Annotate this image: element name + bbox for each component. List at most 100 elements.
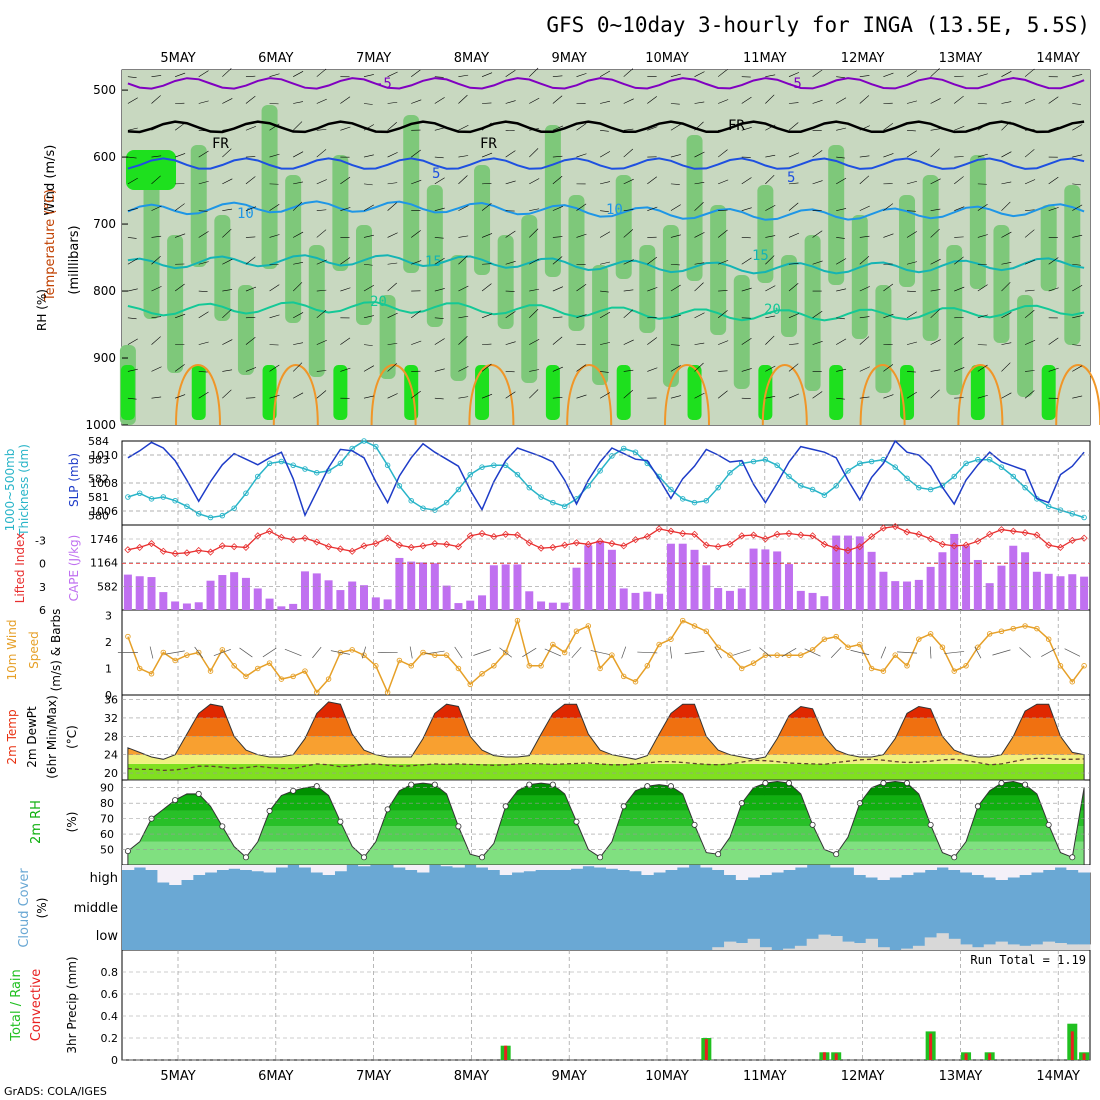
wind-barb <box>930 289 941 292</box>
wind-barb <box>694 71 705 77</box>
cloud-high-gap <box>476 865 489 868</box>
rh-point <box>195 790 202 797</box>
wind-barb <box>269 73 280 77</box>
wind10-point <box>526 663 533 669</box>
wind-barb <box>812 99 823 104</box>
ylabel-slp: SLP (mb) <box>67 453 81 507</box>
li-point <box>1056 543 1065 551</box>
wind-barb <box>127 127 138 131</box>
wind-barb <box>552 75 563 77</box>
cloud-low-gap <box>735 943 749 950</box>
thickness-point <box>561 503 568 510</box>
wind-barb <box>954 156 964 158</box>
thickness-point <box>703 497 710 504</box>
ylabel-10m-wind: 10m Wind <box>5 620 19 681</box>
wind-barb <box>717 149 728 158</box>
li-point <box>620 542 628 550</box>
cloud-high-gap <box>641 865 654 875</box>
thickness-point <box>798 483 804 489</box>
li-point <box>844 546 852 555</box>
isotherm-25-lobe <box>468 364 515 426</box>
contour-label: 5 <box>432 166 440 182</box>
precip-tick-label: 0.6 <box>101 988 119 1001</box>
wind-barb <box>765 255 775 265</box>
rh-blob <box>686 135 703 281</box>
precip-convective-bar <box>964 1053 968 1060</box>
wind10-barb <box>312 646 322 659</box>
x-tick-label-top: 11MAY <box>743 51 787 66</box>
rh-line <box>127 780 1085 866</box>
wind10-point <box>632 678 639 685</box>
cloud-high-gap <box>665 865 678 870</box>
wind-barb <box>245 75 256 77</box>
rh-point <box>904 780 911 787</box>
thickness-point <box>975 456 981 463</box>
wind-barb <box>1072 263 1081 266</box>
wind-barb <box>576 123 587 131</box>
cloud-high-gap <box>546 865 560 870</box>
li-point <box>1080 534 1088 542</box>
cape-bar <box>1068 574 1077 610</box>
wind10-barb <box>473 649 491 656</box>
rh-blob <box>190 145 207 267</box>
wind-barb <box>670 263 680 266</box>
isotherm-25-lobe <box>761 364 808 426</box>
ylabel-2m-temp: 2m Temp <box>5 709 19 764</box>
rh-blob <box>1040 205 1057 291</box>
rh-blob <box>237 285 254 375</box>
x-tick-label-bottom: 6MAY <box>258 1069 293 1084</box>
rh-point <box>242 854 249 861</box>
wind-barb <box>930 309 940 319</box>
wind-barb <box>694 362 704 372</box>
wind-barb <box>363 74 374 77</box>
contour-label: 10 <box>237 206 254 222</box>
wind-barb <box>292 121 303 131</box>
pressure-tick-label: 600 <box>93 150 116 164</box>
x-tick-label-top: 5MAY <box>160 51 195 66</box>
wind-barb <box>812 260 823 265</box>
wind10-point <box>1069 678 1076 685</box>
rh-high-blob <box>970 365 985 420</box>
rh-high-blob <box>191 365 206 420</box>
wind-barb <box>387 393 398 399</box>
li-point <box>348 547 356 555</box>
li-point <box>773 530 781 538</box>
wind-barb <box>458 396 469 399</box>
cape-bar <box>1044 573 1053 610</box>
thickness-point <box>1057 507 1064 513</box>
wind-barb <box>694 181 705 185</box>
li-point <box>230 543 238 551</box>
wind-barb <box>859 336 870 345</box>
wind-barb <box>836 237 845 239</box>
thickness-point <box>455 486 462 493</box>
wind-barb <box>765 124 776 131</box>
wind-barb <box>222 289 233 292</box>
ylabel-2m-rh: 2m RH <box>29 800 44 844</box>
cloud-low-gap <box>1030 944 1044 950</box>
cloud-high-gap <box>216 865 229 870</box>
li-point <box>726 540 734 548</box>
thickness-point <box>337 460 344 467</box>
thickness-point <box>207 514 214 521</box>
cloud-high-gap <box>960 865 973 873</box>
wind-barb <box>293 101 304 104</box>
wind-barb <box>954 236 964 238</box>
precip-tick-label: 0.8 <box>101 966 119 979</box>
wind-barb <box>718 179 729 185</box>
rh-tick-label: 80 <box>100 797 114 810</box>
li-point <box>809 532 817 540</box>
wind10-point <box>750 660 757 666</box>
wind-barb <box>977 364 988 372</box>
cloud-high-gap <box>263 865 276 873</box>
wind-barb <box>245 126 257 131</box>
wind-barb <box>694 202 704 211</box>
cloud-high-gap <box>122 865 135 870</box>
wind-barb <box>670 183 680 185</box>
cloud-high-gap <box>133 865 147 868</box>
wind-barb <box>481 203 492 211</box>
wind-barb <box>293 231 304 238</box>
thickness-tick-label: 581 <box>88 491 109 504</box>
rh-high-blob <box>475 365 490 420</box>
cloud-low-gap <box>842 941 855 950</box>
wind-barb <box>1048 207 1059 211</box>
